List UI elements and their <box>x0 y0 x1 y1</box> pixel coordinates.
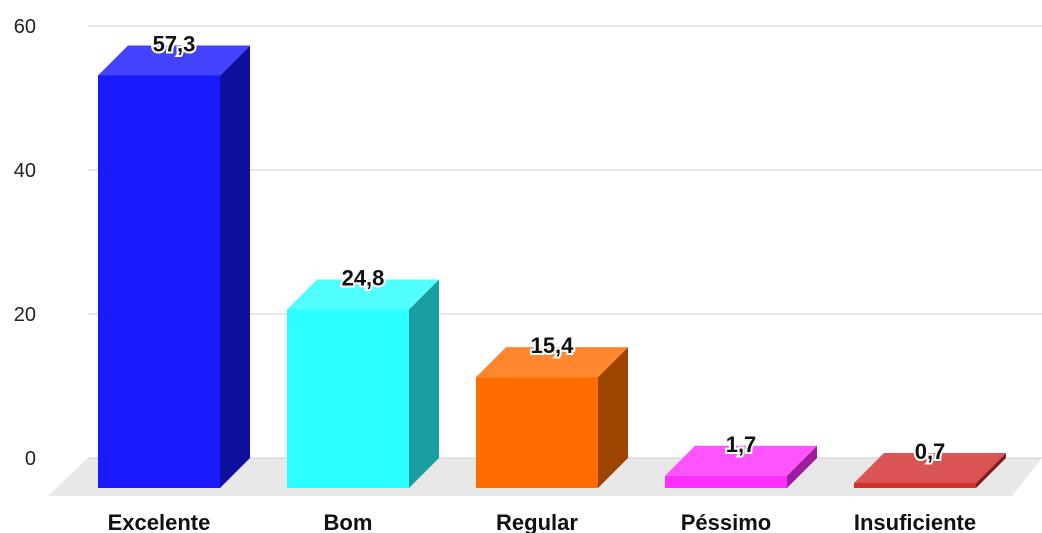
y-tick-label: 0 <box>25 448 36 470</box>
bar <box>854 452 1006 488</box>
bar <box>665 445 817 488</box>
y-tick-label: 40 <box>14 160 36 182</box>
bars <box>98 45 1006 488</box>
category-labels: Excelente Bom Regular Péssimo Insuficiente <box>108 510 976 533</box>
bar <box>476 347 628 488</box>
y-axis-ticks: 0 20 40 60 <box>14 16 36 470</box>
bar-front-face <box>98 75 220 488</box>
y-tick-label: 60 <box>14 16 36 38</box>
data-label: 15,4 <box>531 333 575 358</box>
data-label: 57,3 <box>153 31 196 56</box>
category-label: Regular <box>496 510 578 533</box>
y-tick-label: 20 <box>14 304 36 326</box>
bar-side-face <box>598 347 628 488</box>
data-label: 24,8 <box>342 265 385 290</box>
bar-side-face <box>976 452 1006 488</box>
category-label: Péssimo <box>681 510 772 533</box>
data-label: 1,7 <box>726 432 757 457</box>
bar-front-face <box>287 309 409 488</box>
bar <box>98 45 250 488</box>
bar-front-face <box>665 475 787 488</box>
bar-top-face <box>476 347 628 378</box>
data-label: 0,7 <box>915 439 946 464</box>
bar-top-face <box>287 279 439 310</box>
category-label: Bom <box>324 510 373 533</box>
category-label: Insuficiente <box>854 510 976 533</box>
bar-top-face <box>665 445 817 476</box>
category-label: Excelente <box>108 510 211 533</box>
bar-side-face <box>220 45 250 488</box>
bar-side-face <box>409 279 439 488</box>
bar-top-face <box>98 45 250 76</box>
bar-top-face <box>854 452 1006 483</box>
data-labels: 57,3 24,8 15,4 1,7 0,7 <box>151 29 948 466</box>
bar-front-face <box>854 482 976 488</box>
bar <box>287 279 439 488</box>
bar-front-face <box>476 377 598 488</box>
bar-side-face <box>787 445 817 488</box>
